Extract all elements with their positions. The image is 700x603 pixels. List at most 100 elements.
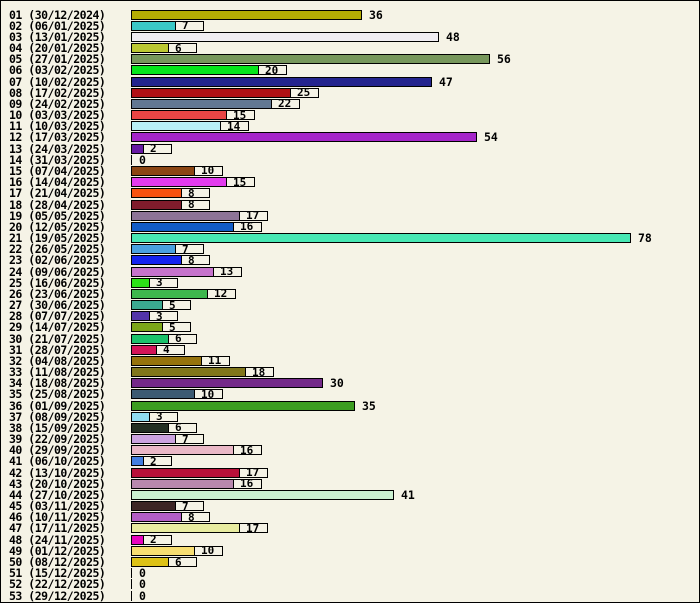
row-label: 19 (05/05/2025) — [9, 208, 106, 223]
row-label: 01 (30/12/2024) — [9, 7, 106, 22]
bar-zone: 2 — [131, 143, 172, 154]
value-label-box: 6 — [169, 422, 197, 433]
row-label: 32 (04/08/2025) — [9, 353, 106, 368]
bar — [131, 367, 246, 378]
chart-row: 36 (01/09/2025) 35 — [1, 400, 699, 412]
bar — [131, 378, 323, 389]
bar — [131, 165, 195, 176]
bar-zone: 20 — [131, 65, 287, 76]
value-label: 0 — [139, 152, 146, 167]
value-label-box: 2 — [144, 143, 172, 154]
value-label-box: 10 — [195, 165, 223, 176]
chart-row: 50 (08/12/2025) 6 — [1, 555, 699, 569]
value-label-box: 2 — [144, 456, 172, 467]
row-label: 22 (26/05/2025) — [9, 242, 106, 257]
row-label: 49 (01/12/2025) — [9, 543, 106, 558]
bar — [131, 322, 163, 333]
row-label: 04 (20/01/2025) — [9, 41, 106, 56]
row-label: 50 (08/12/2025) — [9, 555, 106, 569]
row-label: 35 (25/08/2025) — [9, 387, 106, 402]
row-label: 48 (24/11/2025) — [9, 532, 106, 547]
row-label: 33 (11/08/2025) — [9, 365, 106, 380]
row-label: 40 (29/09/2025) — [9, 443, 106, 458]
value-label-box: 14 — [221, 121, 249, 132]
bar-zone: 10 — [131, 165, 223, 176]
value-label-box: 3 — [150, 411, 178, 422]
value-label: 30 — [330, 376, 344, 391]
bar-zone: 7 — [131, 20, 204, 31]
row-label: 42 (13/10/2025) — [9, 465, 106, 480]
chart-row: 41 (06/10/2025) 2 — [1, 456, 699, 467]
value-label-box: 17 — [240, 467, 268, 478]
bar-zone: 47 — [131, 76, 453, 87]
value-label-box: 8 — [182, 512, 210, 523]
chart-row: 26 (23/06/2025) 12 — [1, 288, 699, 300]
value-label-box: 3 — [150, 311, 178, 322]
bar — [131, 512, 182, 523]
value-label: 0 — [139, 577, 146, 592]
chart-row: 52 (22/12/2025) 0 — [1, 577, 699, 592]
row-label: 12 (17/03/2025) — [9, 130, 106, 145]
bar-zone: 54 — [131, 132, 498, 143]
chart-row: 16 (14/04/2025) 15 — [1, 176, 699, 188]
value-label-box: 17 — [240, 210, 268, 221]
bar-zone: 25 — [131, 87, 319, 98]
bar — [131, 98, 272, 109]
row-label: 18 (28/04/2025) — [9, 197, 106, 212]
row-label: 30 (21/07/2025) — [9, 331, 106, 346]
value-label-box: 7 — [176, 20, 204, 31]
row-label: 23 (02/06/2025) — [9, 253, 106, 268]
bar — [131, 534, 144, 545]
bar — [131, 199, 182, 210]
row-label: 39 (22/09/2025) — [9, 432, 106, 447]
row-label: 03 (13/01/2025) — [9, 29, 106, 44]
bar-zone: 8 — [131, 255, 210, 266]
value-label: 36 — [369, 7, 383, 22]
value-label-box: 2 — [144, 534, 172, 545]
value-label-box: 6 — [169, 43, 197, 54]
value-label-box: 16 — [234, 478, 262, 489]
bar-zone: 10 — [131, 389, 223, 400]
value-label-box: 4 — [157, 344, 185, 355]
bar — [131, 467, 240, 478]
chart-row: 28 (07/07/2025) 3 — [1, 310, 699, 322]
row-label: 09 (24/02/2025) — [9, 96, 106, 111]
row-label: 14 (31/03/2025) — [9, 152, 106, 167]
chart-row: 38 (15/09/2025) 6 — [1, 422, 699, 434]
value-label-box: 5 — [163, 300, 191, 311]
bar — [131, 568, 132, 579]
row-label: 13 (24/03/2025) — [9, 141, 106, 156]
row-label: 31 (28/07/2025) — [9, 342, 106, 357]
bar — [131, 478, 234, 489]
value-label-box: 12 — [208, 288, 236, 299]
chart-row: 42 (13/10/2025) 17 — [1, 467, 699, 478]
bar-zone: 78 — [131, 232, 652, 244]
value-label-box: 20 — [259, 65, 287, 76]
row-label: 51 (15/12/2025) — [9, 566, 106, 581]
bar-zone: 14 — [131, 121, 249, 132]
chart-row: 06 (03/02/2025) 20 — [1, 65, 699, 76]
bar — [131, 456, 144, 467]
bar — [131, 579, 132, 590]
bar-zone: 6 — [131, 333, 197, 344]
bar — [131, 233, 631, 244]
value-label: 56 — [497, 52, 511, 67]
row-label: 29 (14/07/2025) — [9, 320, 106, 335]
bar-zone: 15 — [131, 177, 255, 188]
bar-zone: 3 — [131, 411, 178, 422]
value-label-box: 7 — [176, 244, 204, 255]
bar-zone: 17 — [131, 210, 268, 221]
row-label: 24 (09/06/2025) — [9, 264, 106, 279]
bar-zone: 48 — [131, 31, 460, 43]
bar-zone: 7 — [131, 434, 204, 445]
bar-zone: 16 — [131, 478, 262, 489]
chart-row: 12 (17/03/2025) 54 — [1, 130, 699, 145]
bar — [131, 400, 355, 411]
row-label: 47 (17/11/2025) — [9, 521, 106, 536]
chart-row: 32 (04/08/2025) 11 — [1, 353, 699, 368]
chart-row: 18 (28/04/2025) 8 — [1, 199, 699, 210]
value-label-box: 13 — [214, 266, 242, 277]
value-label: 41 — [401, 487, 415, 502]
chart-row: 40 (29/09/2025) 16 — [1, 445, 699, 456]
row-label: 27 (30/06/2025) — [9, 298, 106, 313]
